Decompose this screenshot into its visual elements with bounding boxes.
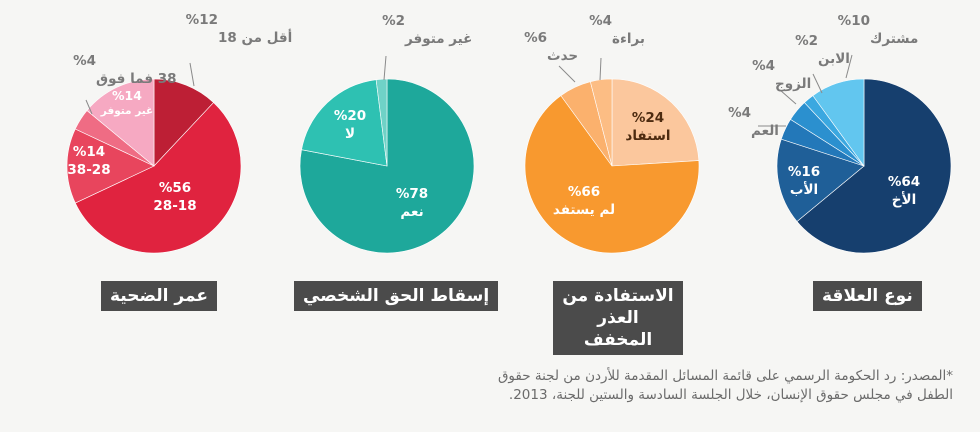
leader-line	[845, 54, 853, 79]
slice-value-label: %6	[524, 30, 547, 46]
slice-category-label: أقل من 18	[218, 29, 292, 46]
chart-title-mitigating-excuse: الاستفادة من العذر المخفف	[553, 281, 683, 355]
pie-slice	[66, 128, 155, 204]
leader-line	[599, 57, 602, 81]
slice-value-label: %14	[112, 88, 142, 103]
slice-label-group: %2 غير متوفر	[382, 13, 472, 81]
slice-value-label: %66	[568, 184, 600, 200]
slice-category-label: الأخ	[892, 191, 916, 208]
pie-slice	[86, 78, 155, 167]
slice-value-label: %16	[788, 164, 820, 180]
slice-value-label: %56	[159, 180, 191, 196]
pie-slice	[153, 78, 214, 167]
leader-line	[189, 62, 195, 87]
pie-slice	[74, 102, 242, 254]
leader-line	[85, 99, 93, 115]
slice-label-group: %438 فما فوق	[73, 53, 177, 115]
slice-label-group: %78 نعم	[396, 186, 428, 220]
slice-value-label: %24	[632, 110, 664, 126]
slice-label-group: %24 استفاد	[625, 110, 670, 144]
slice-category-label: غير متوفر	[404, 31, 472, 47]
slice-value-label: %10	[838, 13, 870, 29]
slice-label-group: %56 28-18	[153, 180, 196, 214]
slice-value-label: %4	[73, 53, 96, 69]
leader-line	[812, 73, 823, 94]
slice-value-label: %78	[396, 186, 428, 202]
slice-label-group: %66 لم يستفد	[553, 184, 615, 218]
slice-category-label: 38-28	[67, 162, 110, 178]
pie-chart-4: %64الأخ%16الأب%4العم%4الزوج%2الابن%10مشت…	[728, 13, 952, 254]
slice-category-label: 38 فما فوق	[96, 71, 177, 87]
slice-category-label: براءة	[612, 31, 645, 47]
chart-title-victim-age: عمر الضحية	[101, 281, 217, 311]
slice-category-label: نعم	[400, 204, 423, 220]
slice-label-group: %14 38-28	[67, 144, 110, 178]
pie-chart-2: %78 نعم %20 لا %2 غير متوفر	[299, 13, 475, 254]
pie-slice	[375, 78, 388, 167]
slice-value-label: %4	[728, 105, 751, 121]
pie-slice	[301, 79, 388, 167]
pie-slice	[524, 95, 700, 254]
slice-value-label: %14	[73, 144, 105, 160]
leader-line	[383, 55, 387, 81]
slice-category-label: استفاد	[625, 128, 670, 144]
slice-label-group: %14 غير متوفر	[100, 88, 153, 117]
leader-line	[779, 89, 797, 105]
slice-value-label: %4	[589, 13, 612, 29]
pie-slice	[776, 138, 865, 222]
slice-category-label: الابن	[818, 51, 850, 67]
chart-title-relationship-type: نوع العلاقة	[813, 281, 922, 311]
slice-category-label: لم يستفد	[553, 202, 615, 218]
slice-category-label: الأب	[790, 181, 818, 198]
pie-slice	[299, 78, 475, 254]
source-note: *المصدر: رد الحكومة الرسمي على قائمة الم…	[393, 367, 953, 405]
pie-slice	[589, 78, 613, 167]
slice-category-label: مشترك	[870, 31, 918, 47]
slice-value-label: %4	[752, 58, 775, 74]
slice-value-label: %2	[795, 33, 818, 49]
source-note-line-1: *المصدر: رد الحكومة الرسمي على قائمة الم…	[497, 368, 953, 384]
slice-label-group: %20 لا	[334, 108, 366, 142]
slice-value-label: %12	[186, 12, 218, 28]
slice-category-label: لا	[345, 126, 355, 142]
slice-category-label: حدث	[547, 48, 578, 64]
slice-value-label: %2	[382, 13, 405, 29]
pie-slice	[812, 78, 865, 167]
slice-category-label: الزوج	[775, 76, 811, 92]
slice-value-label: %20	[334, 108, 366, 124]
chart-title-waiver-of-right: إسقاط الحق الشخصي	[294, 281, 499, 311]
pie-slice	[796, 78, 952, 254]
pie-slice	[611, 78, 700, 167]
slice-category-label: العم	[751, 123, 779, 139]
slice-category-label: غير متوفر	[100, 105, 153, 117]
slice-category-label: 28-18	[153, 198, 196, 214]
slice-value-label: %64	[888, 174, 920, 190]
leader-line	[558, 65, 576, 83]
source-note-line-2: الطفل في مجلس حقوق الإنسان، خلال الجلسة …	[508, 387, 953, 403]
